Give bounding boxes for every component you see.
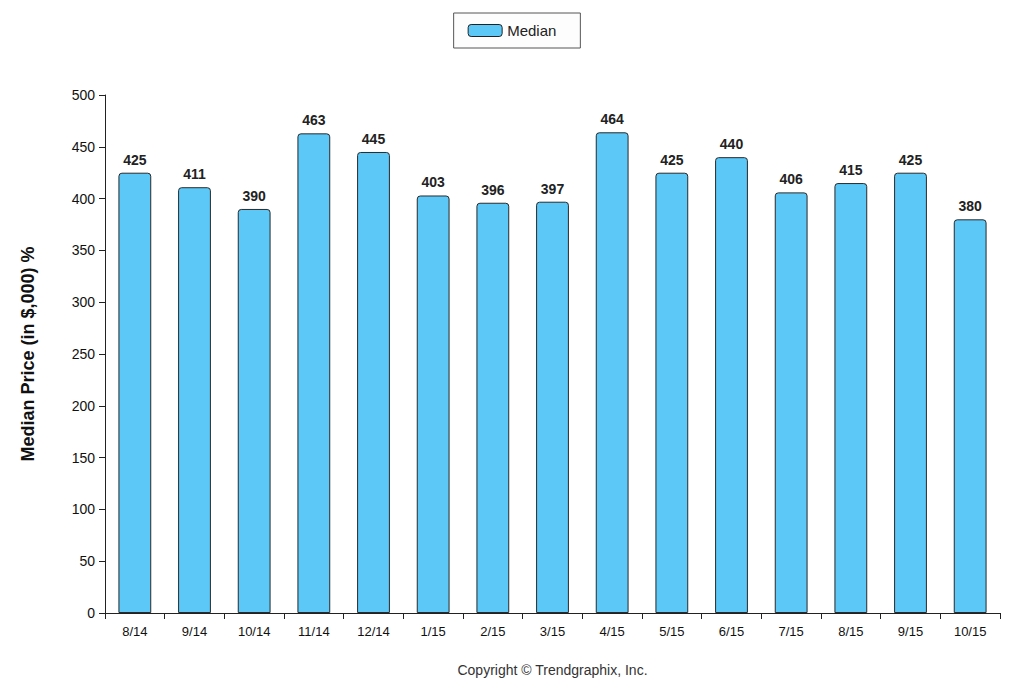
svg-text:425: 425 (899, 152, 923, 168)
svg-text:3/15: 3/15 (540, 624, 565, 639)
svg-text:Copyright © Trendgraphix, Inc.: Copyright © Trendgraphix, Inc. (457, 662, 647, 678)
svg-text:380: 380 (958, 198, 982, 214)
svg-text:396: 396 (481, 182, 505, 198)
svg-text:464: 464 (600, 111, 624, 127)
svg-text:406: 406 (779, 171, 803, 187)
svg-text:8/14: 8/14 (122, 624, 147, 639)
svg-text:200: 200 (72, 398, 96, 414)
svg-text:425: 425 (123, 152, 147, 168)
svg-text:Median Price (in $,000) %: Median Price (in $,000) % (18, 246, 38, 461)
svg-text:411: 411 (183, 166, 206, 182)
svg-text:10/14: 10/14 (238, 624, 271, 639)
svg-text:425: 425 (660, 152, 684, 168)
svg-text:415: 415 (839, 162, 863, 178)
svg-text:50: 50 (79, 553, 95, 569)
svg-text:500: 500 (72, 87, 96, 103)
svg-text:7/15: 7/15 (779, 624, 804, 639)
svg-text:10/15: 10/15 (954, 624, 987, 639)
svg-text:12/14: 12/14 (357, 624, 390, 639)
svg-text:300: 300 (72, 294, 96, 310)
svg-text:403: 403 (421, 174, 445, 190)
svg-text:390: 390 (242, 188, 266, 204)
svg-text:5/15: 5/15 (659, 624, 684, 639)
svg-text:400: 400 (72, 191, 96, 207)
svg-text:6/15: 6/15 (719, 624, 744, 639)
svg-text:1/15: 1/15 (421, 624, 446, 639)
svg-text:9/15: 9/15 (898, 624, 923, 639)
svg-text:8/15: 8/15 (838, 624, 863, 639)
svg-text:440: 440 (720, 136, 744, 152)
svg-text:Median: Median (507, 22, 556, 39)
svg-text:445: 445 (362, 131, 386, 147)
svg-text:350: 350 (72, 242, 96, 258)
svg-text:100: 100 (72, 501, 96, 517)
svg-text:0: 0 (87, 605, 95, 621)
svg-text:11/14: 11/14 (298, 624, 330, 639)
svg-text:150: 150 (72, 450, 96, 466)
svg-text:9/14: 9/14 (182, 624, 207, 639)
svg-text:4/15: 4/15 (600, 624, 625, 639)
svg-text:450: 450 (72, 139, 96, 155)
svg-text:250: 250 (72, 346, 96, 362)
svg-text:463: 463 (302, 112, 326, 128)
svg-text:397: 397 (541, 181, 565, 197)
svg-text:2/15: 2/15 (480, 624, 505, 639)
